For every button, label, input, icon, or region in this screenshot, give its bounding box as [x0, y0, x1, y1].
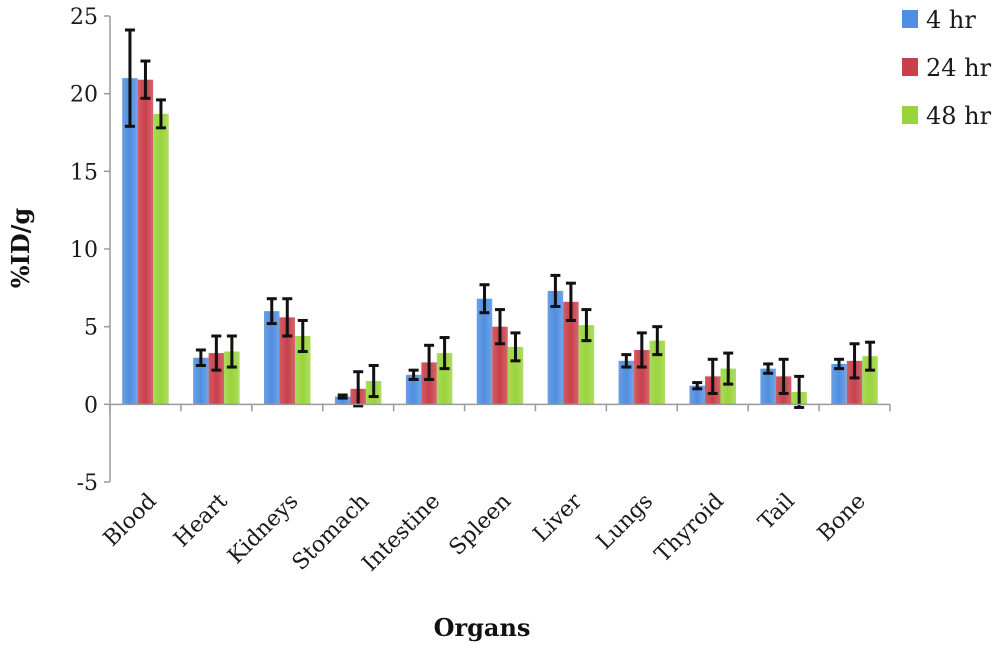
bar-24hr — [846, 360, 863, 405]
y-tick-label: 15 — [70, 160, 98, 185]
bar-4hr — [618, 360, 635, 405]
legend: 4 hr 24 hr 48 hr — [902, 6, 992, 130]
x-tick-label: Intestine — [358, 489, 446, 577]
bar-24hr — [137, 79, 154, 405]
x-tick-label: Lungs — [592, 489, 658, 555]
legend-swatch — [902, 10, 918, 28]
x-tick-label: Heart — [169, 489, 233, 553]
y-tick-label: 0 — [84, 393, 98, 418]
bar-24hr — [563, 301, 579, 405]
y-axis-title: %ID/g — [6, 208, 35, 289]
legend-label: 24 hr — [926, 54, 992, 82]
x-tick-label: Blood — [99, 489, 162, 552]
bar-4hr — [476, 298, 493, 405]
chart-marks — [122, 28, 878, 409]
x-tick-label: Spleen — [445, 489, 517, 561]
bar-48hr — [862, 356, 878, 405]
bar-48hr — [153, 113, 169, 405]
y-tick-label: 20 — [70, 83, 98, 108]
bar-24hr — [634, 349, 650, 405]
y-tick-label: 10 — [70, 238, 98, 263]
x-tick-label: Tail — [754, 489, 800, 535]
y-tick-label: 5 — [84, 316, 98, 341]
bar-4hr — [831, 363, 847, 405]
bar-4hr — [334, 396, 351, 405]
bar-4hr — [405, 374, 422, 405]
x-axis-title: Organs — [434, 613, 531, 642]
y-tick-label: -5 — [77, 471, 98, 496]
bar-4hr — [760, 368, 776, 405]
bar-4hr — [689, 385, 705, 405]
x-tick-label: Bone — [813, 489, 871, 547]
legend-label: 48 hr — [926, 102, 992, 130]
bar-24hr — [492, 326, 508, 405]
bar-4hr — [193, 357, 209, 405]
bar-48hr — [224, 351, 240, 405]
bar-48hr — [649, 340, 666, 405]
legend-swatch — [902, 106, 918, 124]
bar-48hr — [720, 368, 736, 405]
bar-4hr — [122, 78, 138, 405]
bar-24hr — [421, 362, 437, 405]
bar-4hr — [547, 290, 564, 405]
x-tick-label: Thyroid — [650, 489, 729, 568]
bar-48hr — [436, 353, 453, 405]
bar-4hr — [264, 311, 280, 405]
bar-24hr — [208, 353, 225, 405]
y-tick-label: 25 — [70, 5, 98, 30]
bar-48hr — [295, 335, 311, 405]
legend-swatch — [902, 58, 918, 76]
bar-24hr — [279, 317, 296, 405]
x-tick-label: Liver — [529, 489, 588, 548]
bar-48hr — [578, 325, 595, 405]
legend-label: 4 hr — [926, 6, 976, 34]
